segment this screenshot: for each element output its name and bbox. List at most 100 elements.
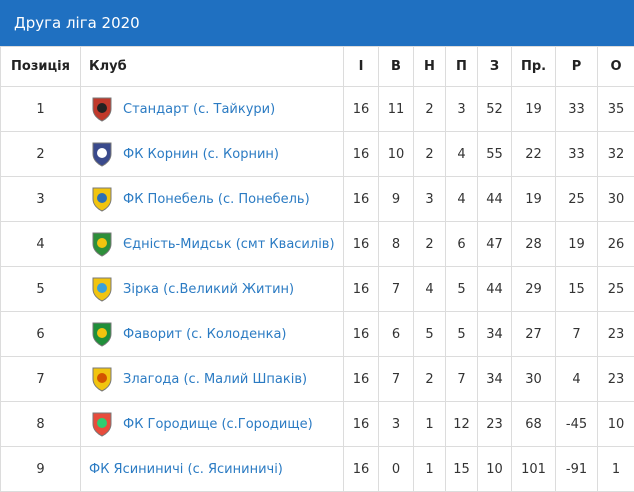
- club-cell: Фаворит (с. Колоденка): [81, 312, 344, 357]
- stat-cell: 33: [556, 87, 598, 132]
- column-header: Пр.: [512, 47, 556, 87]
- stat-cell: 34: [478, 312, 512, 357]
- stat-cell: 7: [379, 267, 414, 312]
- stat-cell: 44: [478, 267, 512, 312]
- stat-cell: 15: [556, 267, 598, 312]
- position-cell: 1: [1, 87, 81, 132]
- stat-cell: 16: [344, 177, 379, 222]
- stat-cell: 12: [446, 402, 478, 447]
- club-cell: Стандарт (с. Тайкури): [81, 87, 344, 132]
- club-logo: [91, 141, 113, 167]
- position-cell: 4: [1, 222, 81, 267]
- club-logo: [91, 366, 113, 392]
- stat-cell: 0: [379, 447, 414, 492]
- club-cell: ФК Корнин (с. Корнин): [81, 132, 344, 177]
- stat-cell: 34: [478, 357, 512, 402]
- stat-cell: 3: [414, 177, 446, 222]
- stat-cell: 16: [344, 357, 379, 402]
- column-header: Клуб: [81, 47, 344, 87]
- stat-cell: 4: [446, 177, 478, 222]
- stat-cell: 16: [344, 402, 379, 447]
- club-cell: ФК Городище (с.Городище): [81, 402, 344, 447]
- stat-cell: 3: [379, 402, 414, 447]
- stat-cell: 5: [414, 312, 446, 357]
- club-link[interactable]: Єдність-Мидськ (смт Квасилів): [123, 237, 335, 252]
- club-cell: Єдність-Мидськ (смт Квасилів): [81, 222, 344, 267]
- stat-cell: 29: [512, 267, 556, 312]
- stat-cell: 16: [344, 222, 379, 267]
- position-cell: 5: [1, 267, 81, 312]
- club-link[interactable]: ФК Корнин (с. Корнин): [123, 147, 279, 162]
- stat-cell: 28: [512, 222, 556, 267]
- stat-cell: 2: [414, 222, 446, 267]
- stat-cell: 27: [512, 312, 556, 357]
- stat-cell: 25: [598, 267, 634, 312]
- club-link[interactable]: ФК Городище (с.Городище): [123, 417, 313, 432]
- stat-cell: 55: [478, 132, 512, 177]
- stat-cell: 32: [598, 132, 634, 177]
- column-header: З: [478, 47, 512, 87]
- stat-cell: 2: [414, 357, 446, 402]
- stat-cell: 16: [344, 267, 379, 312]
- stat-cell: 15: [446, 447, 478, 492]
- club-logo: [91, 96, 113, 122]
- club-logo: [91, 321, 113, 347]
- club-link[interactable]: Злагода (с. Малий Шпаків): [123, 372, 307, 387]
- club-link[interactable]: ФК Понебель (с. Понебель): [123, 192, 310, 207]
- stat-cell: 47: [478, 222, 512, 267]
- stat-cell: 30: [512, 357, 556, 402]
- stat-cell: 5: [446, 312, 478, 357]
- stat-cell: 6: [379, 312, 414, 357]
- stat-cell: -45: [556, 402, 598, 447]
- column-header: Н: [414, 47, 446, 87]
- stat-cell: 19: [556, 222, 598, 267]
- stat-cell: 52: [478, 87, 512, 132]
- column-header: Позиція: [1, 47, 81, 87]
- column-header: Р: [556, 47, 598, 87]
- stat-cell: 4: [556, 357, 598, 402]
- club-link[interactable]: Зірка (с.Великий Житин): [123, 282, 294, 297]
- stat-cell: 6: [446, 222, 478, 267]
- stat-cell: 1: [414, 447, 446, 492]
- club-cell: ФК Ясининичі (с. Ясининичі): [81, 447, 344, 492]
- stat-cell: 30: [598, 177, 634, 222]
- column-header: О: [598, 47, 634, 87]
- stat-cell: 44: [478, 177, 512, 222]
- stat-cell: 10: [478, 447, 512, 492]
- stat-cell: 1: [414, 402, 446, 447]
- stat-cell: 7: [379, 357, 414, 402]
- stat-cell: 11: [379, 87, 414, 132]
- club-logo: [91, 276, 113, 302]
- position-cell: 8: [1, 402, 81, 447]
- stat-cell: 16: [344, 312, 379, 357]
- stat-cell: 2: [414, 132, 446, 177]
- club-logo: [91, 411, 113, 437]
- stat-cell: 19: [512, 177, 556, 222]
- stat-cell: 26: [598, 222, 634, 267]
- column-header: І: [344, 47, 379, 87]
- club-cell: ФК Понебель (с. Понебель): [81, 177, 344, 222]
- club-link[interactable]: Стандарт (с. Тайкури): [123, 102, 275, 117]
- position-cell: 3: [1, 177, 81, 222]
- position-cell: 9: [1, 447, 81, 492]
- stat-cell: 2: [414, 87, 446, 132]
- stat-cell: 101: [512, 447, 556, 492]
- stat-cell: 23: [598, 357, 634, 402]
- stat-cell: 9: [379, 177, 414, 222]
- stat-cell: 19: [512, 87, 556, 132]
- stat-cell: 68: [512, 402, 556, 447]
- position-cell: 6: [1, 312, 81, 357]
- club-link[interactable]: ФК Ясининичі (с. Ясининичі): [89, 462, 283, 477]
- club-link[interactable]: Фаворит (с. Колоденка): [123, 327, 286, 342]
- stat-cell: 33: [556, 132, 598, 177]
- position-cell: 7: [1, 357, 81, 402]
- stat-cell: 7: [446, 357, 478, 402]
